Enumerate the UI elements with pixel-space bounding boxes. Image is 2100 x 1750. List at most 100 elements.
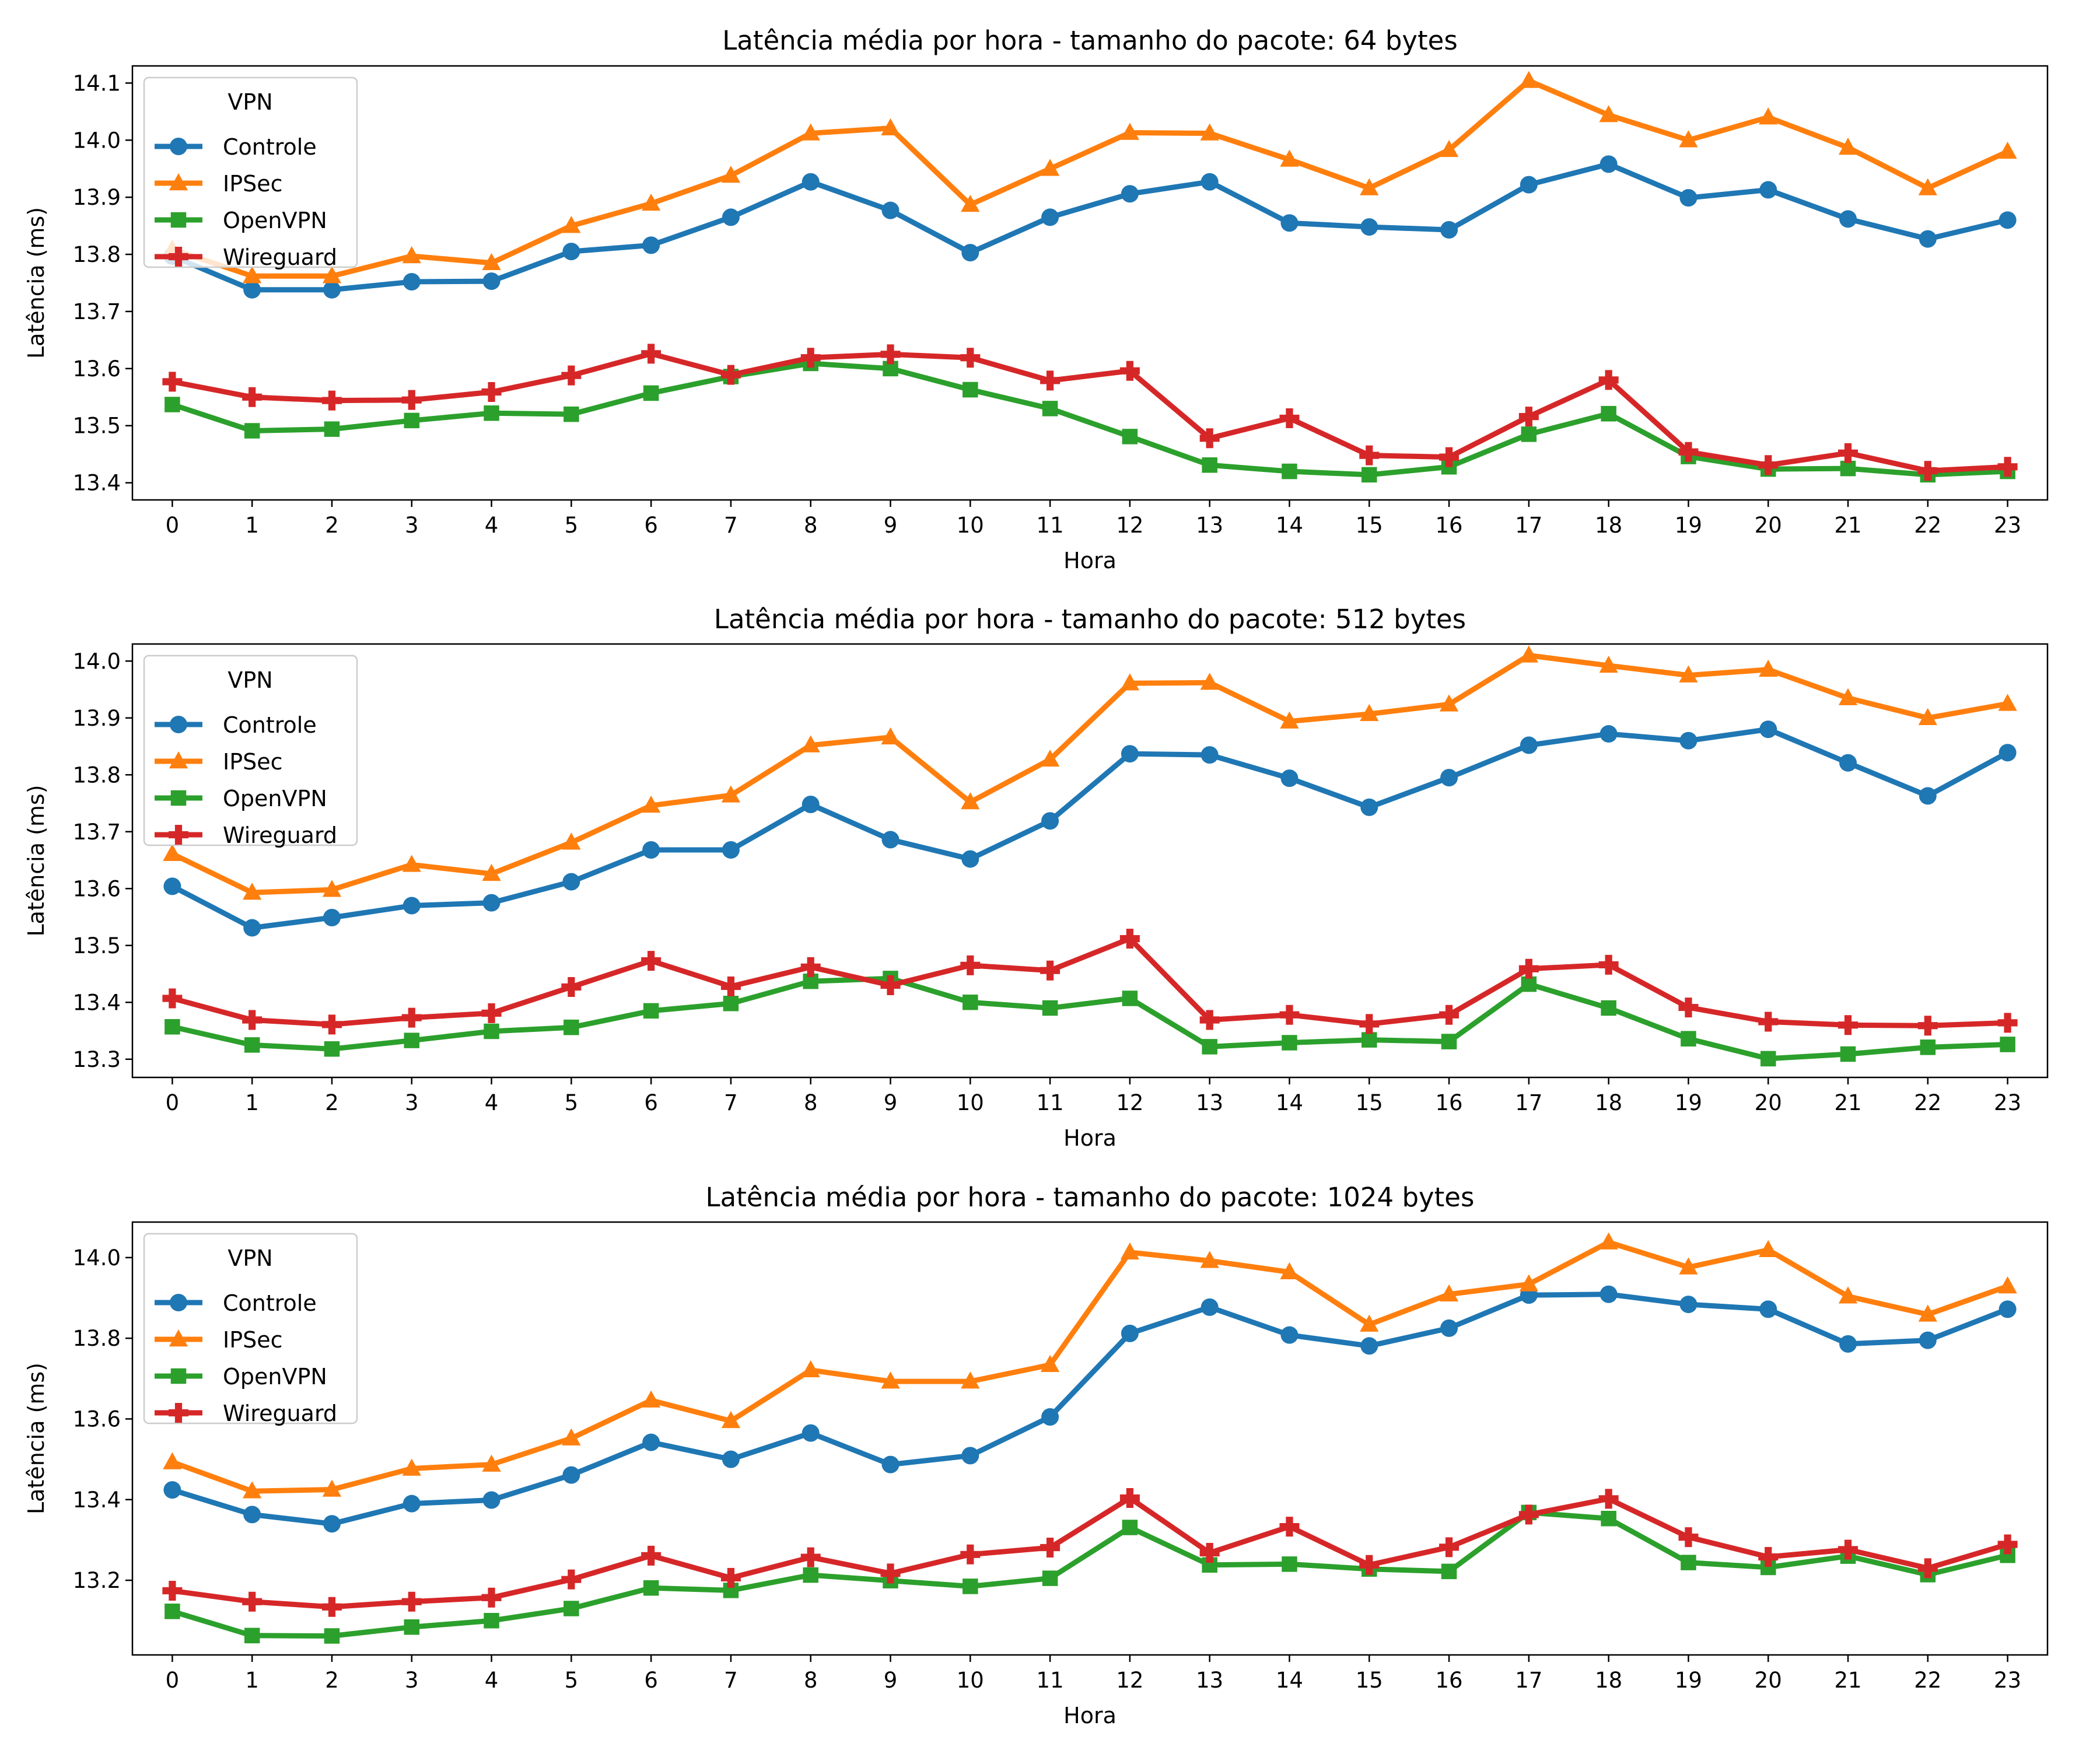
data-point bbox=[1839, 1335, 1857, 1353]
x-tick-label: 14 bbox=[1276, 1090, 1303, 1115]
data-point bbox=[1280, 214, 1298, 232]
data-point bbox=[1919, 1331, 1937, 1349]
data-point bbox=[404, 1619, 420, 1635]
data-point bbox=[800, 957, 821, 977]
data-point bbox=[323, 281, 341, 299]
y-tick-label: 13.6 bbox=[73, 876, 121, 901]
data-point bbox=[1280, 1326, 1298, 1344]
x-tick-label: 2 bbox=[325, 1090, 339, 1115]
data-point bbox=[244, 1628, 260, 1644]
legend-label: Wireguard bbox=[223, 822, 337, 848]
data-point bbox=[482, 253, 501, 270]
data-point bbox=[1282, 1556, 1297, 1572]
chart-panel-1: Latência média por hora - tamanho do pac… bbox=[23, 25, 2049, 573]
x-tick-label: 19 bbox=[1675, 1668, 1702, 1693]
x-tick-label: 7 bbox=[724, 1668, 738, 1693]
data-point bbox=[721, 1410, 741, 1429]
x-tick-label: 21 bbox=[1834, 513, 1861, 538]
data-point bbox=[1360, 178, 1379, 195]
data-point bbox=[1042, 1570, 1058, 1586]
legend-label: OpenVPN bbox=[223, 1364, 327, 1390]
data-point bbox=[484, 1612, 499, 1629]
data-point bbox=[2000, 1547, 2015, 1563]
data-point bbox=[1520, 736, 1538, 754]
x-tick-label: 5 bbox=[565, 1668, 579, 1693]
data-point bbox=[801, 123, 820, 141]
data-point bbox=[722, 1450, 740, 1468]
legend-marker bbox=[170, 138, 187, 155]
data-point bbox=[883, 360, 898, 377]
data-point bbox=[1760, 1559, 1776, 1576]
chart-title: Latência média por hora - tamanho do pac… bbox=[722, 25, 1458, 56]
data-point bbox=[324, 1628, 340, 1644]
data-point bbox=[1759, 720, 1777, 738]
series-ipsec bbox=[163, 1232, 2017, 1499]
data-point bbox=[802, 795, 820, 813]
data-point bbox=[1838, 1539, 1859, 1560]
data-point bbox=[1119, 1488, 1140, 1508]
data-point bbox=[1759, 659, 1778, 677]
data-point bbox=[323, 1515, 341, 1533]
legend-label: OpenVPN bbox=[223, 786, 327, 811]
x-tick-label: 12 bbox=[1116, 1668, 1143, 1693]
data-point bbox=[1040, 960, 1060, 981]
data-point bbox=[402, 246, 421, 264]
series-line bbox=[171, 1240, 2009, 1494]
x-tick-label: 14 bbox=[1276, 1668, 1303, 1693]
data-point bbox=[1918, 178, 1937, 195]
y-tick-label: 13.9 bbox=[73, 185, 121, 210]
data-point bbox=[1439, 1005, 1460, 1025]
data-point bbox=[800, 1547, 821, 1567]
data-point bbox=[242, 387, 262, 407]
x-tick-label: 15 bbox=[1356, 1090, 1383, 1115]
legend-entry: Controle bbox=[155, 712, 317, 738]
data-point bbox=[401, 1007, 422, 1028]
data-point bbox=[961, 850, 979, 868]
data-point bbox=[1758, 1012, 1779, 1032]
data-point bbox=[1998, 1276, 2017, 1294]
x-tick-label: 16 bbox=[1436, 513, 1463, 538]
data-point bbox=[801, 735, 820, 752]
y-tick-label: 13.4 bbox=[73, 1488, 121, 1513]
data-point bbox=[2000, 1037, 2015, 1052]
data-point bbox=[1200, 1298, 1219, 1316]
data-point bbox=[1359, 445, 1380, 466]
data-point bbox=[641, 1390, 661, 1408]
data-point bbox=[1998, 694, 2017, 711]
data-point bbox=[1598, 1489, 1619, 1509]
x-tick-label: 6 bbox=[644, 513, 658, 538]
data-point bbox=[1119, 929, 1140, 949]
x-tick-label: 10 bbox=[957, 513, 984, 538]
data-point bbox=[164, 1604, 180, 1619]
data-point bbox=[1362, 1032, 1377, 1048]
data-point bbox=[1518, 407, 1539, 427]
data-point bbox=[482, 894, 501, 912]
legend-entry: Wireguard bbox=[155, 822, 337, 848]
data-point bbox=[321, 1014, 342, 1035]
data-point bbox=[963, 995, 978, 1010]
data-point bbox=[243, 1506, 261, 1524]
data-point bbox=[482, 272, 501, 290]
series-line bbox=[172, 351, 2008, 474]
legend-entry: Controle bbox=[155, 134, 317, 160]
legend-entry: OpenVPN bbox=[155, 786, 327, 811]
data-point bbox=[1759, 181, 1777, 199]
x-tick-label: 0 bbox=[166, 513, 180, 538]
data-point bbox=[1120, 673, 1140, 691]
data-point bbox=[1758, 455, 1779, 475]
data-point bbox=[960, 348, 981, 368]
data-point bbox=[321, 1597, 342, 1617]
y-tick-label: 13.7 bbox=[73, 299, 121, 324]
series-controle bbox=[163, 155, 2017, 299]
legend: VPN Controle IPSec OpenVPN Wireguard bbox=[143, 654, 358, 848]
data-point bbox=[880, 975, 901, 996]
x-tick-label: 5 bbox=[565, 1090, 579, 1115]
data-point bbox=[401, 1591, 422, 1612]
data-point bbox=[1040, 1354, 1060, 1373]
data-point bbox=[1439, 694, 1459, 712]
data-point bbox=[404, 1032, 420, 1048]
x-tick-label: 23 bbox=[1994, 1090, 2021, 1115]
data-point bbox=[321, 390, 342, 411]
data-point bbox=[481, 1587, 502, 1608]
x-tick-label: 18 bbox=[1595, 1090, 1622, 1115]
